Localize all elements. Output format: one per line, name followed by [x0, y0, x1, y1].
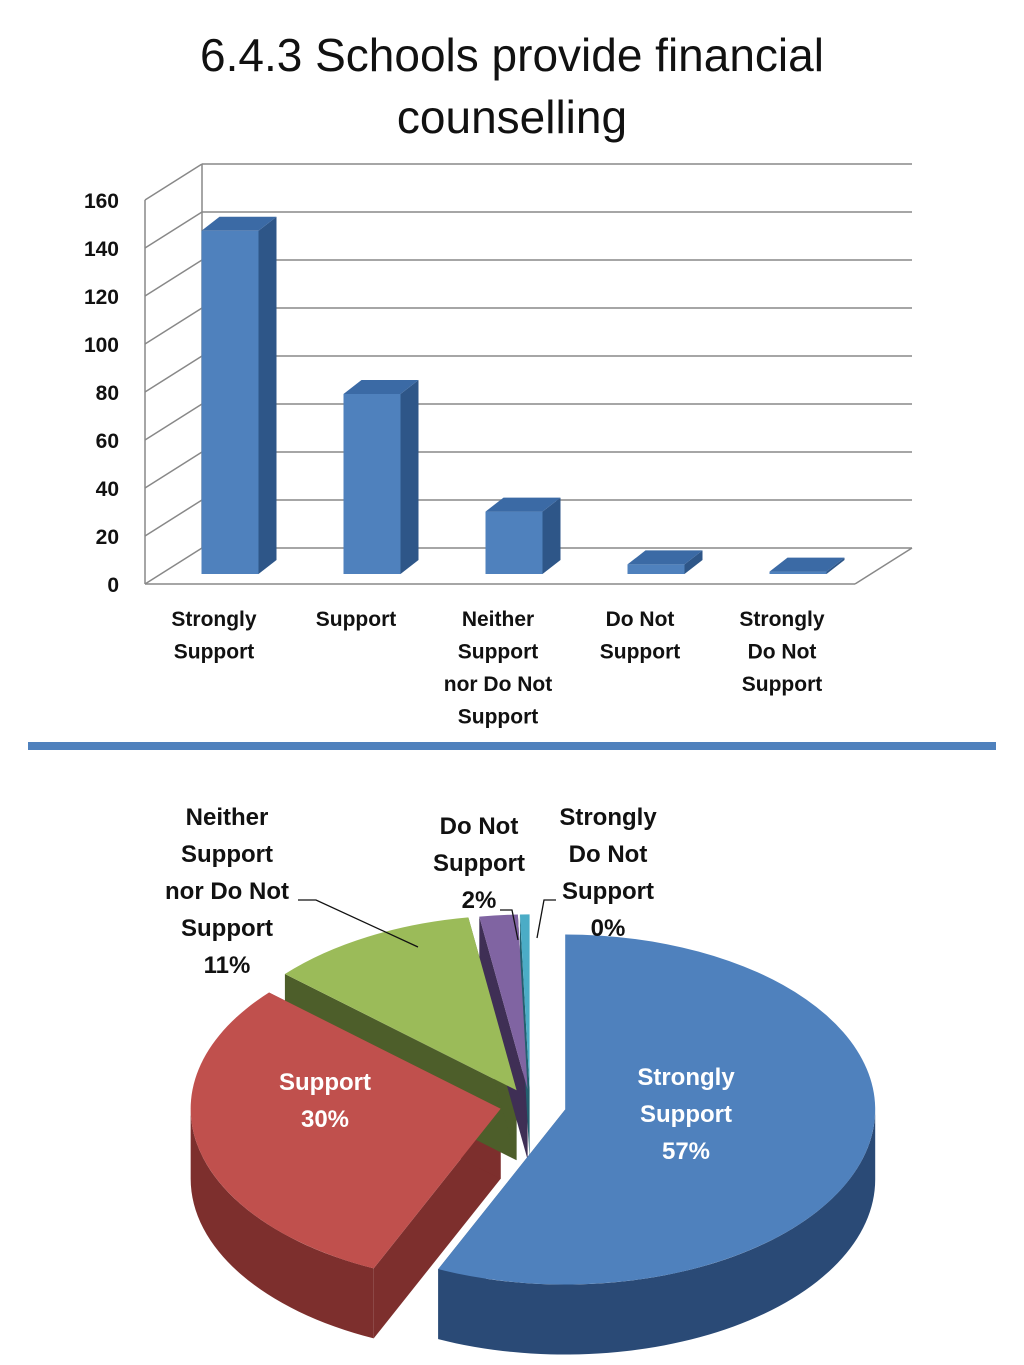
gridline-side: [144, 163, 203, 201]
y-tick-label: 160: [84, 190, 119, 213]
pie-slice-label: Support 30%: [279, 1069, 371, 1133]
bar-side: [826, 557, 845, 574]
bar-front: [201, 230, 259, 575]
gridline-side: [144, 259, 203, 297]
y-tick-label: 80: [96, 382, 119, 405]
pie-chart: Strongly Support 57% Support 30% Neither Suppo…: [165, 804, 876, 1355]
x-tick-label: Do Not Support: [600, 608, 680, 664]
bar-chart-bars: [201, 216, 845, 575]
pie-leader-line: [536, 899, 556, 939]
y-tick-label: 20: [96, 526, 119, 549]
bar-front: [769, 571, 827, 574]
bar-top: [343, 380, 419, 394]
pie-slice-rim: [190, 1108, 374, 1339]
bar-chart: 0 20 40 60 80 100 120 140 160 Strongly Support Sup…: [84, 163, 913, 729]
pie-chart-slices: [190, 914, 876, 1285]
y-tick-label: 140: [84, 238, 119, 261]
pie-leader-line: [500, 909, 519, 941]
x-tick-label: Support: [316, 608, 396, 631]
bar-top: [201, 216, 277, 231]
page-title-line-2: counselling: [396, 91, 628, 143]
pie-slice-label: Strongly Support 57%: [637, 1064, 735, 1165]
gridline-side: [144, 499, 203, 537]
pie-slice-label: Do Not Support 2%: [433, 813, 525, 914]
bar-front: [485, 511, 543, 574]
x-tick-label: Strongly Support: [171, 608, 256, 664]
gridline-side: [144, 403, 203, 441]
gridline-side: [144, 355, 203, 393]
pie-slice-wall: [519, 914, 530, 1160]
pie-slice-side: [519, 914, 530, 1160]
pie-slice: [190, 992, 501, 1269]
bar: [627, 550, 703, 574]
y-tick-label: 40: [96, 478, 119, 501]
pie-slice: [284, 917, 517, 1091]
x-tick-label: Neither Support nor Do Not Support: [444, 608, 552, 729]
bar-side: [684, 550, 703, 574]
bar-front: [627, 564, 685, 574]
gridline-side: [144, 451, 203, 489]
pie-slice: [479, 914, 528, 1090]
gridline-side: [144, 547, 203, 585]
page-title-line-1: 6.4.3 Schools provide financial: [200, 29, 824, 81]
pie-slice-wall: [373, 1108, 501, 1339]
bar-top: [627, 550, 703, 565]
pie-slice-rim: [438, 1109, 876, 1355]
pie-slice: [519, 914, 530, 1090]
y-tick-label: 120: [84, 286, 119, 309]
pie-chart-labels: Strongly Support 57% Support 30% Neither Suppo…: [165, 804, 735, 1165]
bar-side: [258, 216, 277, 575]
y-tick-label: 100: [84, 334, 119, 357]
y-tick-label: 60: [96, 430, 119, 453]
bar-top: [769, 557, 845, 572]
bar: [201, 216, 277, 575]
gridline-side: [144, 211, 203, 249]
gridline-side: [144, 307, 203, 345]
pie-slice-wall: [479, 916, 528, 1160]
section-divider: [28, 742, 996, 750]
bar-side: [400, 380, 419, 574]
x-tick-label: Strongly Do Not Support: [739, 608, 824, 696]
bar-top: [485, 497, 561, 512]
page-title: 6.4.3 Schools provide financial counsell…: [0, 24, 1024, 148]
y-tick-label: 0: [107, 574, 119, 597]
bar-chart-x-axis: Strongly Support Support Neither Support nor …: [171, 608, 824, 729]
pie-leader-line: [298, 899, 419, 948]
pie-slice-label: Neither Support nor Do Not Support 11%: [165, 804, 289, 979]
pie-slice-label: Strongly Do Not Support 0%: [559, 804, 657, 942]
bar: [769, 557, 845, 574]
floor-edge: [854, 547, 913, 585]
bar-side: [542, 497, 561, 574]
bar-chart-y-axis: 0 20 40 60 80 100 120 140 160: [84, 190, 119, 597]
bar: [343, 380, 419, 574]
bar: [485, 497, 561, 574]
bar-front: [343, 394, 401, 574]
pie-slice: [438, 934, 876, 1285]
